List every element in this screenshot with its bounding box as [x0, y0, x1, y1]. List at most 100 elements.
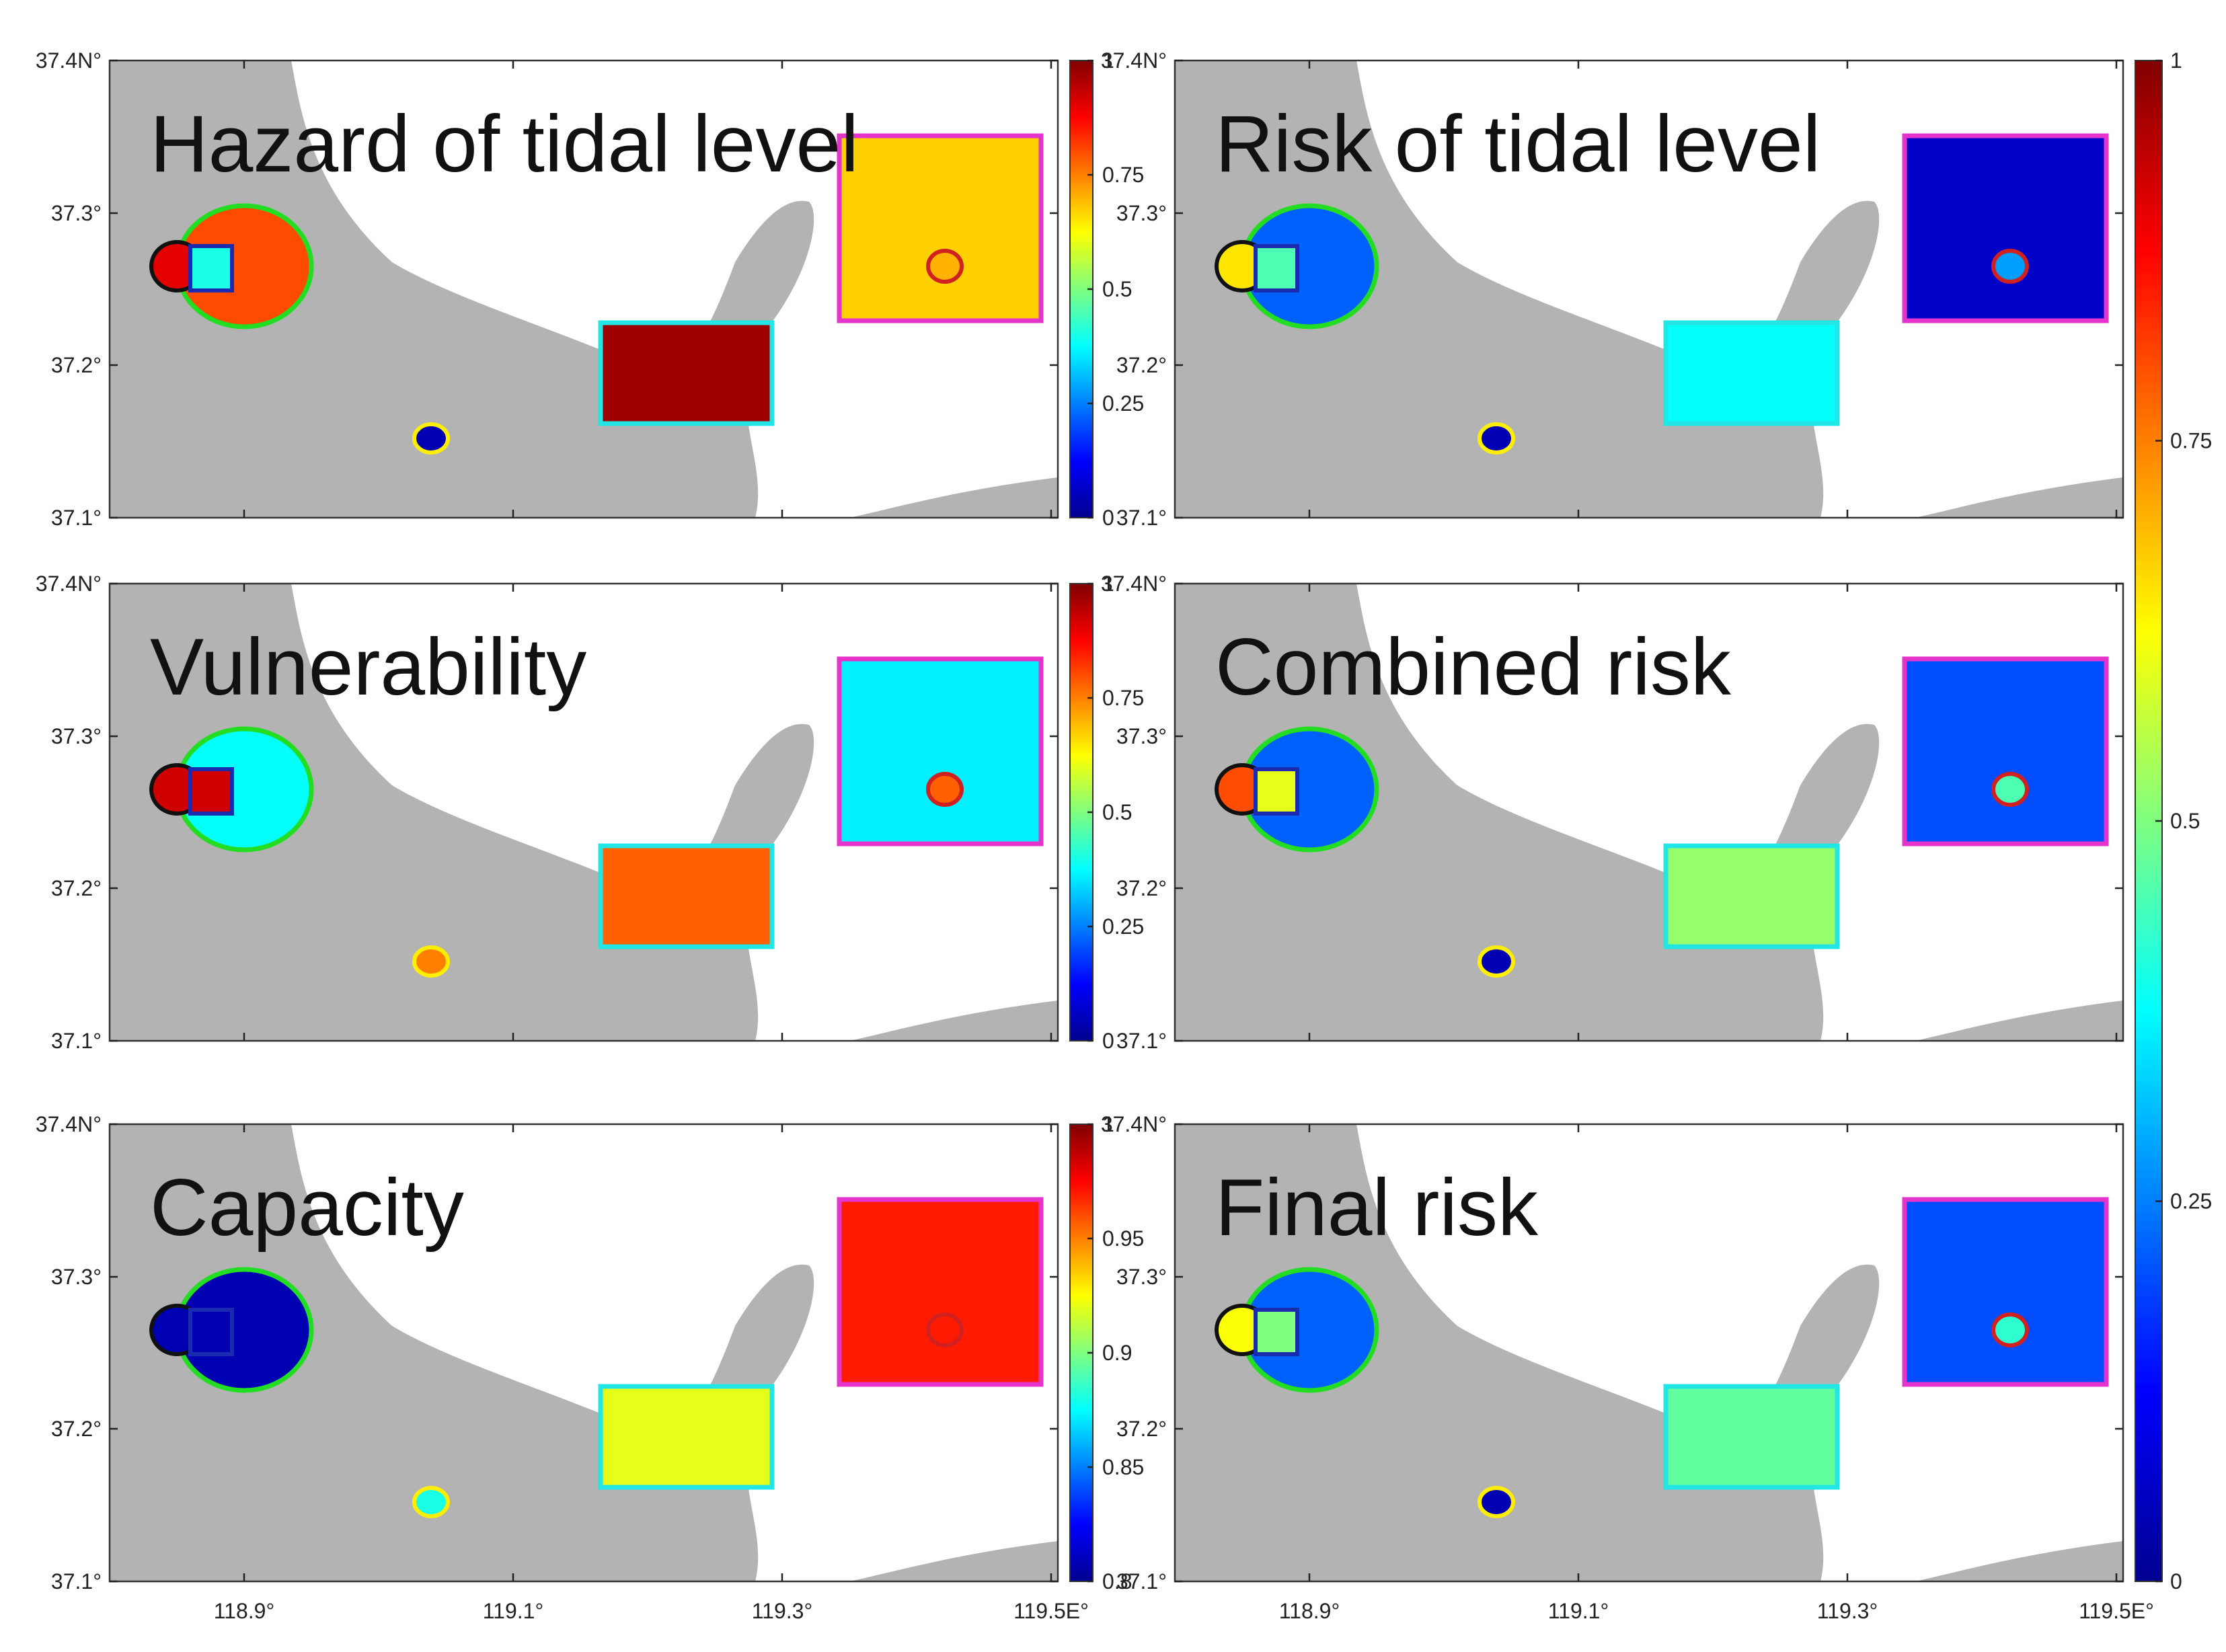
y-tick-label: 37.2°	[51, 353, 102, 377]
colorbar-tick-label: 0.75	[1102, 686, 1144, 710]
mid-box	[1663, 1384, 1840, 1490]
panel-final-risk: Final risk 118.9° 119.1° 119.3° 119.5E° 37.4N…	[1101, 1112, 2154, 1623]
panel-title: Risk of tidal level	[1215, 99, 1820, 189]
upper-box-circle	[926, 1312, 964, 1347]
upper-box	[837, 133, 1044, 323]
shared-colorbar-tick-label: 0.25	[2170, 1189, 2212, 1214]
mid-box	[598, 1384, 775, 1490]
y-tick-label: 37.2°	[1116, 876, 1167, 900]
y-tick-label: 37.3°	[51, 201, 102, 225]
shared-colorbar: 0 0.25 0.5 0.75 1	[2135, 48, 2212, 1594]
panel-title: Combined risk	[1215, 622, 1732, 712]
left-box	[188, 244, 234, 292]
y-tick-label: 37.2°	[51, 1417, 102, 1441]
colorbar-tick-label: 0.9	[1102, 1341, 1132, 1365]
shared-colorbar-tick-label: 0.5	[2170, 809, 2200, 833]
y-tick-label: 37.4N°	[36, 572, 102, 596]
panel-risk-of-tidal-level: Risk of tidal level 37.4N° 37.3° 37.2° 37.1°	[1101, 48, 2124, 530]
x-tick-label: 119.1°	[1548, 1599, 1609, 1623]
axes-frame	[108, 59, 1059, 519]
upper-box	[837, 1197, 1044, 1387]
panel-capacity: Capacity 118.9° 119.1° 119.3° 119.5E° 37.4N° 3…	[36, 1112, 1144, 1623]
upper-box	[837, 656, 1044, 847]
x-tick-label: 119.3°	[1817, 1599, 1878, 1623]
panel-title: Hazard of tidal level	[150, 99, 859, 189]
panel-vulnerability: Vulnerability 37.4N° 37.3° 37.2° 37.1° 0 0.25 0…	[36, 572, 1144, 1053]
colorbar-tick-label: 0.5	[1102, 277, 1132, 301]
colorbar-tick-label: 0.95	[1102, 1226, 1144, 1251]
left-box	[1254, 767, 1299, 816]
colorbar-tick-label: 0	[1102, 506, 1114, 530]
yellow-ring-dot	[1477, 1486, 1515, 1518]
upper-box	[1902, 656, 2109, 847]
axes-frame	[1174, 1123, 2124, 1583]
land-strip	[849, 1000, 1058, 1041]
y-tick-label: 37.1°	[51, 506, 102, 530]
colorbar-tick-label: 0	[1102, 1029, 1114, 1053]
upper-box-circle	[1991, 1312, 2029, 1347]
axes-frame	[1174, 582, 2124, 1042]
y-tick-label: 37.2°	[1116, 353, 1167, 377]
upper-box	[1902, 1197, 2109, 1387]
colorbar-tick-label: 0.85	[1102, 1455, 1144, 1479]
y-tick-label: 37.4N°	[1101, 572, 1167, 596]
yellow-ring-dot	[1477, 422, 1515, 455]
y-tick-label: 37.4N°	[36, 48, 102, 73]
upper-box	[1902, 133, 2109, 323]
panel-hazard-of-tidal-level: Hazard of tidal level 37.4N° 37.3° 37.2° 37.…	[36, 48, 1144, 530]
x-tick-label: 119.5E°	[1013, 1599, 1089, 1623]
left-box	[188, 1308, 234, 1356]
land-strip	[1915, 1000, 2123, 1041]
x-tick-label: 119.3°	[752, 1599, 813, 1623]
upper-box-circle	[1991, 772, 2029, 807]
colorbar-tick-label: 0.5	[1102, 800, 1132, 824]
mid-box	[1663, 843, 1840, 949]
upper-box-circle	[926, 249, 964, 284]
yellow-ring-dot	[412, 1486, 450, 1518]
left-box	[1254, 244, 1299, 292]
upper-box-circle	[1991, 249, 2029, 284]
mid-box	[1663, 320, 1840, 426]
mid-box	[598, 320, 775, 426]
y-tick-label: 37.3°	[1116, 1265, 1167, 1289]
mid-box	[598, 843, 775, 949]
colorbar-tick-label: 0.25	[1102, 914, 1144, 939]
y-tick-label: 37.2°	[51, 876, 102, 900]
y-tick-label: 37.1°	[1116, 1029, 1167, 1053]
shared-colorbar-tick-label: 0	[2170, 1569, 2182, 1594]
panels: Hazard of tidal level 37.4N° 37.3° 37.2° 37.…	[36, 48, 2154, 1623]
yellow-ring-dot	[412, 422, 450, 455]
yellow-ring-dot	[412, 945, 450, 978]
shared-colorbar-tick-label: 1	[2170, 48, 2182, 73]
left-box	[1254, 1308, 1299, 1356]
left-box	[188, 767, 234, 816]
y-tick-label: 37.1°	[1116, 506, 1167, 530]
y-tick-label: 37.3°	[51, 724, 102, 748]
panel-title: Capacity	[150, 1163, 464, 1253]
axes-frame	[108, 582, 1059, 1042]
x-tick-label: 119.5E°	[2079, 1599, 2154, 1623]
y-tick-label: 37.3°	[51, 1265, 102, 1289]
upper-box-circle	[926, 772, 964, 807]
y-tick-label: 37.1°	[51, 1569, 102, 1594]
x-tick-label: 119.1°	[483, 1599, 544, 1623]
y-tick-label: 37.4N°	[36, 1112, 102, 1136]
y-tick-label: 37.1°	[51, 1029, 102, 1053]
colorbar-tick-label: 1	[1102, 48, 1114, 73]
axes-frame	[108, 1123, 1059, 1583]
yellow-ring-dot	[1477, 945, 1515, 978]
panel-title: Final risk	[1215, 1163, 1539, 1253]
colorbar-tick-label: 0.25	[1102, 391, 1144, 416]
axes-frame	[1174, 59, 2124, 519]
land-strip	[849, 1541, 1058, 1581]
y-tick-label: 37.4N°	[1101, 1112, 1167, 1136]
y-tick-label: 37.1°	[1116, 1569, 1167, 1594]
y-tick-label: 37.4N°	[1101, 48, 1167, 73]
panel-title: Vulnerability	[150, 622, 586, 712]
land-strip	[849, 477, 1058, 518]
colorbar-tick-label: 0.75	[1102, 163, 1144, 187]
land-strip	[1915, 477, 2123, 518]
shared-colorbar-tick-label: 0.75	[2170, 429, 2212, 453]
x-tick-label: 118.9°	[214, 1599, 275, 1623]
